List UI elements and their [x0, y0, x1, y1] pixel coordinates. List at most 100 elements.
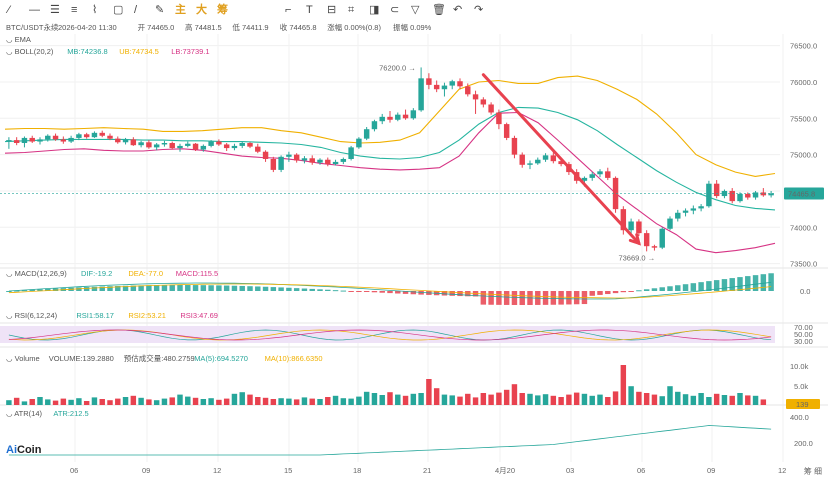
candle-33[interactable] — [262, 150, 269, 162]
ruler-icon[interactable]: ⌐ — [285, 4, 292, 16]
candle-41[interactable] — [325, 157, 331, 167]
candle-54[interactable] — [426, 73, 432, 90]
candle-8[interactable] — [68, 135, 74, 144]
candle-53[interactable] — [418, 67, 424, 112]
candle-55[interactable] — [433, 80, 440, 93]
candle-19[interactable] — [153, 143, 160, 151]
candle-39[interactable] — [309, 155, 315, 165]
candle-26[interactable] — [208, 140, 214, 148]
candle-87[interactable] — [682, 208, 689, 217]
candle-10[interactable] — [83, 132, 90, 139]
candle-50[interactable] — [395, 112, 401, 122]
candle-91[interactable] — [713, 180, 720, 199]
candle-76[interactable] — [597, 169, 603, 178]
candle-22[interactable] — [177, 143, 183, 152]
line-icon[interactable]: / — [134, 4, 138, 16]
candle-25[interactable] — [200, 144, 207, 152]
trend-arrow[interactable] — [481, 73, 642, 246]
candle-48[interactable] — [379, 113, 385, 125]
candle-83[interactable] — [651, 244, 658, 251]
candle-95[interactable] — [745, 192, 751, 200]
candle-98[interactable] — [768, 190, 774, 198]
candle-84[interactable] — [659, 227, 665, 250]
square-icon[interactable]: ◨ — [369, 4, 380, 16]
candle-18[interactable] — [146, 140, 152, 149]
redo-icon[interactable]: ↷ — [474, 4, 484, 16]
candle-31[interactable] — [247, 142, 253, 149]
candle-44[interactable] — [348, 145, 354, 161]
atr-header-0[interactable]: ◡ ATR(14) — [6, 409, 42, 418]
candle-59[interactable] — [465, 83, 471, 97]
candle-16[interactable] — [130, 137, 137, 146]
candle-36[interactable] — [286, 151, 292, 162]
candle-14[interactable] — [115, 136, 121, 144]
candle-5[interactable] — [45, 134, 51, 142]
candle-34[interactable] — [270, 156, 277, 173]
candle-4[interactable] — [37, 137, 43, 145]
candle-15[interactable] — [122, 137, 129, 145]
filter-icon[interactable]: ▽ — [411, 4, 420, 16]
candle-60[interactable] — [472, 90, 479, 114]
candle-67[interactable] — [527, 160, 533, 170]
trash-icon[interactable]: 🗑 — [432, 4, 446, 16]
candle-85[interactable] — [667, 216, 673, 231]
candle-9[interactable] — [76, 132, 82, 141]
candle-29[interactable] — [231, 143, 238, 151]
candle-82[interactable] — [643, 230, 650, 252]
candle-49[interactable] — [387, 111, 393, 123]
candle-28[interactable] — [223, 143, 230, 151]
rect-icon[interactable]: ▢ — [113, 4, 124, 16]
candle-24[interactable] — [192, 143, 199, 151]
candle-12[interactable] — [99, 130, 105, 138]
candle-70[interactable] — [550, 152, 557, 164]
crop-icon[interactable]: ⌗ — [348, 4, 355, 16]
boll-header-0[interactable]: ◡ BOLL(20,2) — [6, 47, 54, 56]
candle-35[interactable] — [278, 155, 284, 173]
minus-icon[interactable]: — — [29, 4, 40, 16]
candle-96[interactable] — [752, 190, 759, 200]
candle-88[interactable] — [690, 205, 697, 215]
trend-arrow-head[interactable] — [628, 233, 642, 246]
candle-23[interactable] — [185, 141, 191, 148]
toolbar-label-1[interactable]: 大 — [196, 4, 207, 16]
candle-0[interactable] — [6, 137, 12, 149]
candle-30[interactable] — [239, 141, 245, 149]
candle-1[interactable] — [13, 137, 20, 146]
candle-93[interactable] — [729, 188, 735, 204]
candle-79[interactable] — [620, 206, 627, 235]
candle-68[interactable] — [535, 157, 541, 165]
corner-label[interactable]: 筹 细 — [803, 467, 822, 476]
candle-65[interactable] — [511, 135, 518, 159]
trend-arrow-line[interactable] — [481, 73, 641, 245]
toolbar-label-2[interactable]: 筹 — [217, 4, 228, 16]
candle-58[interactable] — [457, 78, 463, 90]
vol-header-0[interactable]: ◡ Volume — [6, 354, 40, 363]
toolbar-label-0[interactable]: 主 — [175, 4, 186, 16]
candle-94[interactable] — [737, 192, 743, 203]
candle-81[interactable] — [636, 219, 642, 237]
candle-3[interactable] — [29, 135, 35, 144]
candle-47[interactable] — [371, 119, 378, 132]
candle-45[interactable] — [356, 137, 362, 149]
candle-63[interactable] — [496, 109, 502, 130]
candle-27[interactable] — [216, 139, 222, 146]
candle-75[interactable] — [589, 172, 595, 181]
rsi-header-0[interactable]: ◡ RSI(6,12,24) — [6, 311, 58, 320]
candle-52[interactable] — [410, 108, 417, 120]
fib-icon[interactable]: ⊟ — [327, 4, 337, 16]
candle-20[interactable] — [161, 140, 168, 147]
candle-40[interactable] — [317, 158, 323, 165]
candle-2[interactable] — [21, 136, 28, 148]
candle-51[interactable] — [402, 109, 409, 120]
candle-42[interactable] — [332, 159, 339, 166]
candle-38[interactable] — [301, 156, 308, 164]
candle-62[interactable] — [488, 102, 494, 115]
candle-7[interactable] — [60, 136, 67, 144]
pen-icon[interactable]: ⁄ — [8, 4, 10, 16]
macd-header-0[interactable]: ◡ MACD(12,26,9) — [6, 269, 67, 278]
candle-66[interactable] — [519, 152, 525, 168]
candle-21[interactable] — [169, 141, 175, 150]
ema-header-0[interactable]: ◡ EMA — [6, 35, 31, 44]
candle-56[interactable] — [441, 82, 448, 97]
candle-78[interactable] — [612, 176, 619, 213]
